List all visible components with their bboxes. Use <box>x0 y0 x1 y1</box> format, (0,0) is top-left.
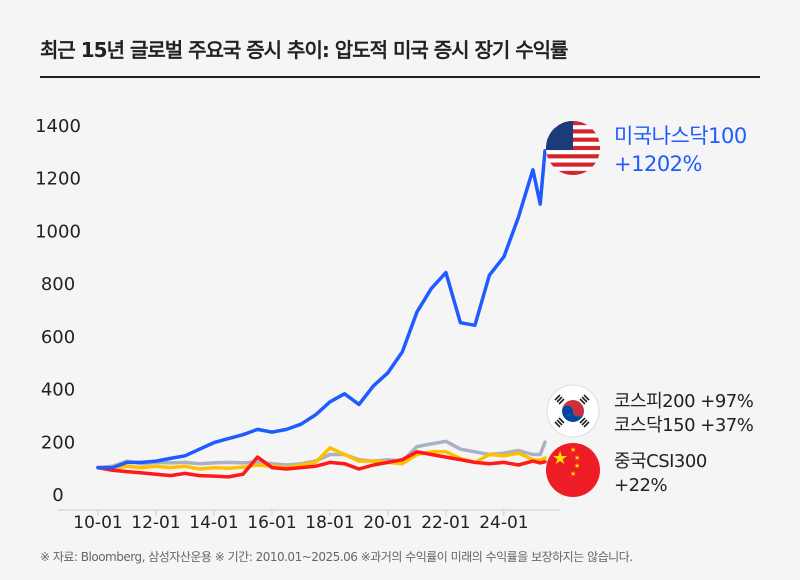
x-tick-label: 20-01 <box>363 513 412 533</box>
china-flag-icon: ★ ★ ★ ★ ★ <box>546 443 600 497</box>
chart-title: 최근 15년 글로벌 주요국 증시 추이: 압도적 미국 증시 장기 수익률 <box>40 38 568 62</box>
title-divider <box>40 76 760 78</box>
legend-korea: 코스피200 +97% 코스닥150 +37% <box>614 390 754 438</box>
series-line-미국나스닥100 <box>96 149 547 470</box>
y-tick-label: 800 <box>41 274 75 295</box>
svg-text:★: ★ <box>552 448 568 469</box>
x-tick-label: 14-01 <box>189 513 238 533</box>
legend-kospi200: 코스피200 +97% <box>614 391 754 412</box>
legend-kosdaq150: 코스닥150 +37% <box>614 415 754 436</box>
legend-nasdaq-name: 미국나스닥100 <box>614 124 747 148</box>
flag-stripe <box>546 158 600 163</box>
svg-text:★: ★ <box>574 462 580 470</box>
legend-nasdaq-return: +1202% <box>614 152 702 176</box>
source-note: ※ 자료: Bloomberg, 삼성자산운용 ※ 기간: 2010.01~20… <box>40 550 633 564</box>
x-tick-label: 12-01 <box>131 513 180 533</box>
series-line-코스피200 <box>96 439 547 470</box>
svg-text:★: ★ <box>570 470 576 478</box>
x-tick-label: 24-01 <box>479 513 528 533</box>
legend-china: 중국CSI300 +22% <box>614 450 707 498</box>
legend-nasdaq: 미국나스닥100 +1202% <box>614 122 747 178</box>
flag-stripe <box>546 154 600 159</box>
y-tick-label: 1000 <box>35 221 81 242</box>
svg-text:★: ★ <box>574 454 580 462</box>
y-tick-label: 200 <box>41 432 75 453</box>
korea-flag-icon <box>546 384 600 438</box>
series-line-중국CSI300 <box>96 450 547 479</box>
legend-csi300-name: 중국CSI300 <box>614 451 707 472</box>
y-tick-label: 1200 <box>35 169 81 190</box>
flag-stripe <box>546 170 600 175</box>
flag-stripe <box>546 162 600 167</box>
x-tick-label: 22-01 <box>421 513 470 533</box>
legend-csi300-return: +22% <box>614 475 668 496</box>
svg-text:★: ★ <box>570 446 576 454</box>
y-tick-label: 1400 <box>35 116 81 137</box>
flag-stripe <box>546 150 600 155</box>
y-tick-label: 400 <box>41 380 75 401</box>
x-tick-label: 16-01 <box>247 513 296 533</box>
us-flag-icon <box>546 121 600 175</box>
flag-stripe <box>546 166 600 172</box>
flag-canton <box>546 121 573 150</box>
series-line-코스닥150 <box>96 446 547 471</box>
x-tick-label: 10-01 <box>73 513 122 533</box>
y-tick-label: 600 <box>41 327 75 348</box>
y-tick-label: 0 <box>52 485 63 506</box>
x-tick-label: 18-01 <box>305 513 354 533</box>
